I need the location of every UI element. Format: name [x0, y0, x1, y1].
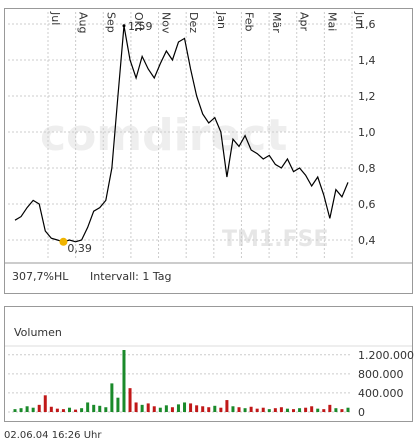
volume-bar [128, 388, 132, 412]
annotation: 1,59 [128, 20, 152, 33]
volume-bar [207, 407, 211, 412]
volume-bar [13, 409, 17, 412]
volume-bar [298, 408, 302, 412]
extreme-marker [122, 24, 126, 28]
volume-bar [225, 400, 229, 412]
annotation: 0,39 [67, 242, 92, 255]
volume-bar [267, 409, 271, 412]
volume-bar [61, 409, 65, 412]
volume-bar [55, 408, 59, 412]
y-tick-label: 1.200.000 [358, 349, 414, 362]
volume-bar [255, 408, 259, 412]
symbol-watermark: TM1.FSE [222, 227, 328, 252]
volume-bar [328, 404, 332, 412]
volume-bar [158, 407, 162, 412]
x-tick-label: Apr [298, 12, 311, 32]
volume-bar [116, 397, 120, 412]
volume-bar [92, 404, 96, 412]
volume-bar [164, 405, 168, 412]
y-tick-label: 0 [358, 406, 365, 419]
volume-bar [249, 406, 253, 412]
volume-bar [237, 407, 241, 412]
volume-bar [340, 409, 344, 412]
volume-bar [19, 408, 23, 412]
y-tick-label: 0,4 [358, 234, 376, 247]
volume-bar [176, 404, 180, 412]
volume-bar [31, 407, 35, 412]
volume-bar [134, 402, 138, 412]
volume-bar [213, 405, 217, 412]
volume-bar [285, 408, 289, 412]
footer: 02.06.04 16:26 Uhr [4, 430, 102, 441]
volume-bar [322, 409, 326, 412]
volume-bar [183, 402, 187, 412]
volume-bar [49, 406, 53, 412]
watermark: comdirect [40, 110, 287, 161]
x-tick-label: Jun [353, 11, 366, 29]
y-tick-label: 1,4 [358, 54, 376, 67]
y-tick-label: 0,6 [358, 198, 376, 211]
y-tick-label: 1,2 [358, 90, 376, 103]
x-tick-label: Sep [104, 12, 117, 33]
volume-bar [189, 403, 193, 412]
x-tick-label: Okt [132, 12, 145, 32]
volume-bar [195, 405, 199, 412]
volume-bar [43, 395, 47, 412]
volume-bar [152, 406, 156, 412]
volume-bar [243, 408, 247, 412]
volume-bar [25, 406, 29, 412]
volume-bar [140, 404, 144, 412]
x-tick-label: Dez [187, 12, 200, 33]
volume-panel [4, 306, 413, 422]
x-tick-label: Jul [49, 11, 62, 25]
volume-bar [310, 406, 314, 412]
volume-bar [261, 407, 265, 412]
volume-bar [346, 407, 350, 412]
volume-bar [219, 407, 223, 412]
volume-bar [170, 407, 174, 412]
x-tick-label: Mai [325, 12, 338, 31]
volume-bar [304, 407, 308, 412]
volume-bar [231, 406, 235, 412]
extreme-marker [59, 237, 68, 246]
y-tick-label: 800.000 [358, 368, 404, 381]
price-panel [4, 8, 413, 294]
y-tick-label: 1,0 [358, 126, 376, 139]
y-tick-label: 400.000 [358, 387, 404, 400]
volume-bar [292, 409, 296, 412]
volume-bar [74, 409, 78, 412]
x-tick-label: Mär [270, 12, 283, 33]
volume-bar [67, 407, 71, 412]
volume-bar [334, 408, 338, 412]
x-tick-label: Nov [160, 12, 173, 34]
volume-bar [37, 404, 41, 412]
volume-bar [110, 383, 114, 412]
volume-bar [279, 407, 283, 412]
volume-bar [104, 407, 108, 412]
volume-bar [273, 408, 277, 412]
volume-title: Volumen [14, 326, 62, 339]
footer-right: Intervall: 1 Tag [90, 270, 172, 283]
y-tick-label: 1,6 [358, 18, 376, 31]
volume-bar [316, 408, 320, 412]
volume-bar [80, 408, 84, 412]
y-tick-label: 0,8 [358, 162, 376, 175]
volume-bar [122, 350, 126, 412]
x-tick-label: Jan [215, 11, 228, 29]
volume-bar [201, 406, 205, 412]
x-tick-label: Aug [77, 12, 90, 33]
volume-bar [146, 403, 150, 412]
price-line [14, 25, 349, 243]
volume-bar [98, 405, 102, 412]
footer-left: 307,7%HL [12, 270, 69, 283]
volume-bar [86, 402, 90, 412]
x-tick-label: Feb [242, 12, 255, 31]
